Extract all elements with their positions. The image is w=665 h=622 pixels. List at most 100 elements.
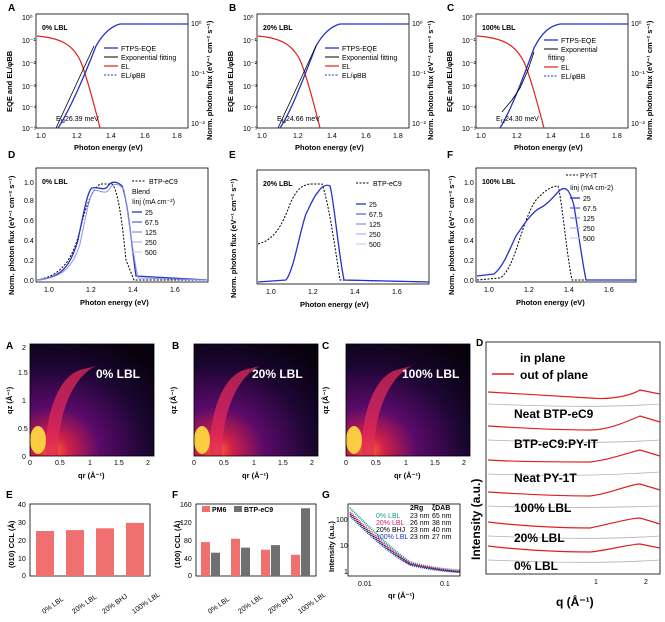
y-tick-right: 10⁻² bbox=[412, 121, 426, 128]
y-axis-label-right: Norm. photon flux (eV⁻¹ cm⁻² s⁻¹) bbox=[645, 20, 654, 140]
y-axis-label-right: Norm. photon flux (eV⁻¹ cm⁻² s⁻¹) bbox=[426, 20, 435, 140]
current-label: 67.5 bbox=[145, 220, 159, 227]
bar bbox=[96, 528, 114, 576]
x-tick: 1.4 bbox=[128, 287, 138, 294]
current-label: 125 bbox=[145, 230, 157, 237]
table-cell: 27 nm bbox=[432, 534, 452, 541]
y-tick: 1.0 bbox=[24, 180, 34, 187]
scattering-arc bbox=[209, 366, 260, 456]
category-label: 20% LBL bbox=[237, 594, 264, 616]
x-tick: 1.5 bbox=[114, 460, 124, 467]
plot-frame bbox=[347, 503, 461, 577]
x-tick: 2 bbox=[146, 460, 150, 467]
el-curve bbox=[476, 35, 545, 129]
y-tick: 1 bbox=[22, 398, 26, 405]
x-tick: 1.2 bbox=[308, 289, 318, 296]
bar bbox=[126, 522, 144, 576]
current-label: 25 bbox=[145, 210, 153, 217]
plot-frame bbox=[475, 167, 637, 283]
eu-subscript: u bbox=[282, 118, 286, 125]
x-tick: 0.5 bbox=[371, 460, 381, 467]
profile-label: Neat PY-1T bbox=[514, 471, 577, 485]
x-tick: 1.2 bbox=[293, 133, 303, 140]
y-tick: 10⁻³ bbox=[22, 84, 36, 91]
panel-label: 0% LBL bbox=[42, 179, 68, 186]
eu-prefix: E bbox=[277, 116, 282, 123]
profile-label: Neat BTP-eC9 bbox=[514, 407, 594, 421]
bar-chart-e: E (010) CCL (Å) 0 10 20 30 40 0% LBL 20%… bbox=[6, 490, 162, 616]
bar bbox=[36, 531, 54, 576]
panel-eqe-c: C 100% LBL FTPS-EQE Exponential fitting … bbox=[445, 3, 654, 152]
panel-letter: D bbox=[8, 150, 15, 161]
y-tick: 0.5 bbox=[18, 426, 28, 433]
legend-label: Exponential bbox=[561, 47, 598, 54]
profile-curve bbox=[487, 483, 661, 497]
legend-label: EL/φBB bbox=[342, 73, 367, 80]
plot-frame bbox=[35, 13, 189, 129]
panel-letter: F bbox=[172, 490, 178, 501]
panel-label: 100% LBL bbox=[402, 367, 459, 381]
x-tick: 1.6 bbox=[361, 133, 371, 140]
y-tick: 10⁻¹ bbox=[22, 38, 36, 45]
current-label: 250 bbox=[369, 232, 381, 239]
panel-label: 0% LBL bbox=[96, 367, 140, 381]
x-tick: 1.5 bbox=[278, 460, 288, 467]
fit-line bbox=[277, 45, 317, 129]
el-curve bbox=[257, 35, 321, 129]
panel-label: 100% LBL bbox=[482, 25, 516, 32]
y-tick: 10⁻⁴ bbox=[462, 105, 477, 112]
profile-curve-inplane bbox=[487, 505, 661, 508]
eu-subscript: u bbox=[501, 118, 505, 125]
category-label: 20% LBL bbox=[71, 594, 98, 616]
y-tick: 1.0 bbox=[464, 180, 474, 187]
saxs-panel-g: G 2Rg ξDAB 0% LBL 23 nm 65 nm 20% LBL 26… bbox=[322, 490, 461, 600]
legend-swatch bbox=[234, 506, 242, 512]
y-tick: 1.5 bbox=[18, 370, 28, 377]
legend-label: BTP-eC9 bbox=[149, 179, 178, 186]
category-label: 20% BHJ bbox=[101, 593, 129, 615]
ref-curve bbox=[36, 183, 208, 281]
profile-label: 20% LBL bbox=[514, 531, 565, 545]
legend-label: BTP-eC9 bbox=[244, 507, 273, 514]
y-tick-right: 10⁻¹ bbox=[191, 71, 205, 78]
y-tick: 10⁻³ bbox=[462, 84, 476, 91]
y-tick: 10 bbox=[340, 543, 348, 550]
panel-eqe-a: A 0% LBL FTPS-EQE Exponential fitting EL… bbox=[5, 3, 214, 152]
y-axis-label: (010) CCL (Å) bbox=[7, 520, 16, 568]
x-axis-label: Photon energy (eV) bbox=[300, 300, 369, 309]
current-label: 500 bbox=[145, 250, 157, 257]
y-tick: 10⁻¹ bbox=[243, 38, 257, 45]
giwaxs-panel-c: C 100% LBL qr (Å⁻¹) qz (Å⁻¹) 0 0.5 1 1.5… bbox=[321, 341, 471, 480]
panel-label: 20% LBL bbox=[252, 367, 303, 381]
table-cell: 26 nm bbox=[410, 520, 430, 527]
legend: FTPS-EQE Exponential fitting EL EL/φBB bbox=[325, 46, 397, 80]
y-tick: 10⁻² bbox=[462, 61, 476, 68]
y-tick-right: 10⁻² bbox=[631, 121, 645, 128]
legend-label: FTPS-EQE bbox=[561, 38, 596, 45]
y-tick: 0 bbox=[22, 573, 26, 580]
bars bbox=[36, 522, 144, 576]
category-label: 0% LBL bbox=[41, 596, 65, 616]
current-label: 67.5 bbox=[583, 206, 597, 213]
y-tick: 10⁻² bbox=[243, 61, 257, 68]
y-axis-label-left: EQE and EL/φBB bbox=[226, 50, 235, 112]
x-tick: 1.8 bbox=[612, 133, 622, 140]
plot-frame bbox=[256, 13, 410, 129]
x-tick: 1.0 bbox=[44, 287, 54, 294]
y-axis-label: Norm. photon flux (eV⁻¹ cm⁻² s⁻¹) bbox=[229, 178, 238, 298]
y-tick: 0.4 bbox=[464, 238, 474, 245]
panel-letter: G bbox=[322, 490, 330, 501]
x-axis-label: qr (Å⁻¹) bbox=[78, 471, 105, 480]
eu-value: 24.30 meV bbox=[505, 116, 539, 123]
x-axis-label: Photon energy (eV) bbox=[514, 143, 583, 152]
y-tick: 160 bbox=[180, 502, 192, 509]
table-cell: 65 nm bbox=[432, 513, 452, 520]
x-axis-label: qr (Å⁻¹) bbox=[394, 471, 421, 480]
bar bbox=[231, 538, 240, 576]
panel-letter: E bbox=[229, 150, 236, 161]
bar bbox=[271, 545, 280, 576]
table-cell: 100% LBL bbox=[376, 534, 408, 541]
y-axis-label: Intensity (a.u.) bbox=[469, 479, 483, 560]
category-label: 100% LBL bbox=[297, 591, 328, 615]
eu-value: 26.39 meV bbox=[65, 116, 99, 123]
